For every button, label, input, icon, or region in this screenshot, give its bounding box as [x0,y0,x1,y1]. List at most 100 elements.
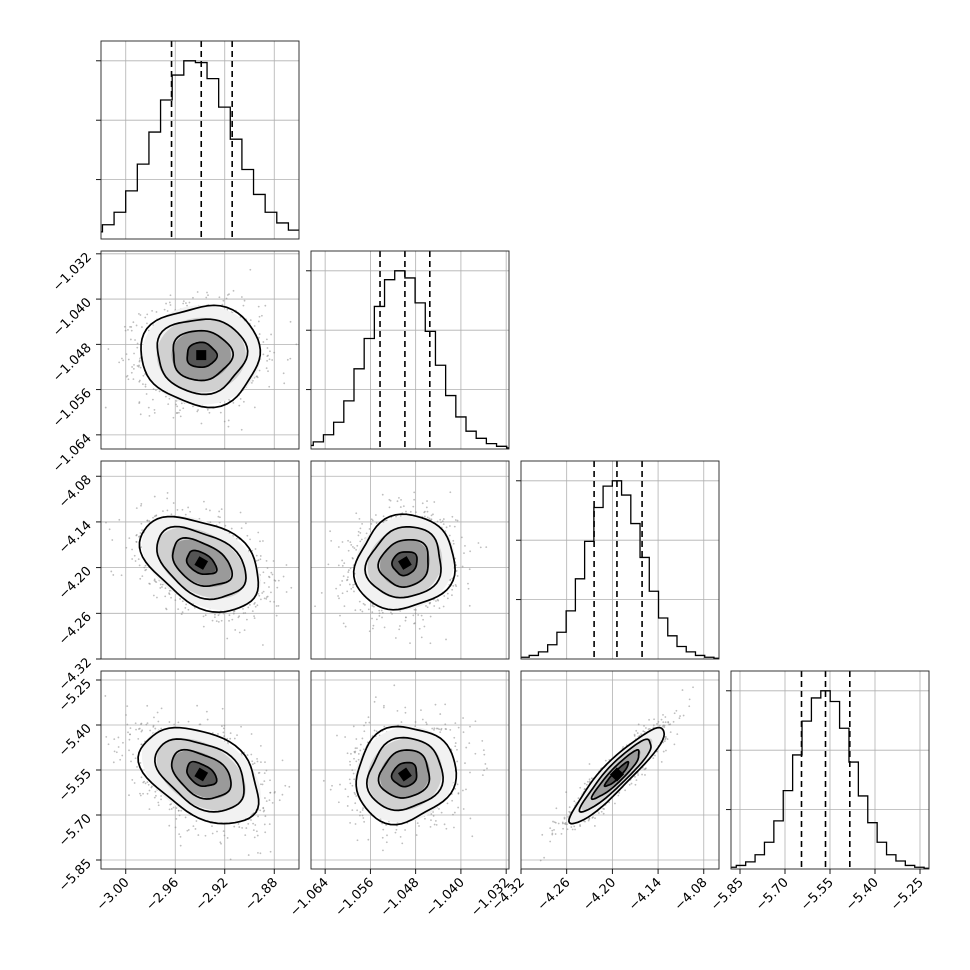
sample-point [228,614,231,617]
sample-point [154,790,157,793]
sample-point [236,734,238,737]
sample-point [438,808,440,810]
sample-point [120,574,123,577]
sample-point [264,815,267,818]
sample-point [468,742,471,745]
sample-point [255,559,258,562]
sample-point [622,746,625,748]
sample-point [567,815,570,818]
sample-point [359,749,362,752]
sample-point [166,509,169,512]
x-tick-label: −5.70 [753,875,792,914]
sample-point [266,347,269,349]
sample-point [672,720,675,723]
sample-point [232,289,235,292]
sample-point [135,507,138,510]
sample-point [351,784,354,787]
sample-point [269,600,272,603]
sample-point [654,754,656,757]
sample-point [440,811,443,814]
sample-point [153,495,156,498]
sample-point [238,826,241,828]
sample-point [372,605,375,608]
sample-point [148,789,151,792]
sample-point [258,594,261,597]
sample-point [243,299,246,302]
sample-point [164,595,167,598]
sample-point [117,746,120,748]
sample-point [415,511,417,514]
sample-point [268,358,271,361]
sample-point [314,605,316,608]
sample-point [367,608,370,611]
sample-point [179,844,182,847]
sample-point [271,359,274,361]
sample-point [446,597,449,600]
sample-point [156,596,158,599]
sample-point [356,809,359,812]
sample-point [180,613,183,616]
sample-point [181,600,184,603]
contour-0.5-sigma [603,760,630,788]
sample-point [168,301,171,304]
sample-point [228,619,230,622]
sample-point [148,808,151,811]
sample-point [266,567,269,569]
sample-point [282,575,285,578]
contour-1-sigma [377,538,429,588]
sample-point [253,325,256,327]
contour-1.5-sigma [578,738,652,813]
sample-point [255,830,258,833]
x-tick-label: −2.92 [193,875,232,914]
sample-point [624,789,627,792]
sample-point [482,749,485,752]
sample-point [233,610,236,612]
sample-point [250,733,253,735]
sample-point [667,720,670,723]
sample-point [168,592,170,595]
sample-point [222,830,225,833]
sample-point [148,520,151,522]
sample-point [176,412,179,414]
sample-point [418,825,420,827]
sample-point [108,528,111,531]
sample-point [152,388,155,391]
sample-point [268,575,270,578]
sample-point [440,728,442,731]
sample-point [588,817,591,820]
sample-point [168,824,171,827]
sample-point [416,822,419,825]
sample-point [262,807,265,810]
y-tick-label: −5.70 [56,811,95,850]
sample-point [554,821,557,824]
sample-point [141,529,143,532]
sample-point [249,603,251,606]
sample-point [144,564,147,567]
panel-3-1: −1.064 −1.056 −1.048 −1.040 −1.032 [287,670,513,920]
sample-point [433,501,436,503]
sample-point [330,539,333,542]
sample-point [295,343,298,346]
sample-point [445,827,448,830]
sample-point [381,836,384,839]
sample-point [166,310,169,312]
sample-point [367,716,370,719]
sample-point [637,774,640,776]
contour-1.5-sigma [364,526,442,599]
sample-point [390,611,392,614]
sample-point [229,737,232,740]
sample-point [221,303,224,306]
sample-point [139,794,142,797]
sample-point [428,517,431,520]
sample-point [253,762,256,765]
sample-point [359,527,362,530]
contour-0.5-sigma [186,760,218,788]
sample-point [573,800,576,803]
sample-point [358,517,361,520]
sample-point [452,813,454,816]
panel-frame [100,670,300,870]
sample-point [185,603,188,606]
sample-point [347,549,350,552]
sample-point [232,612,235,615]
sample-point [247,822,250,825]
